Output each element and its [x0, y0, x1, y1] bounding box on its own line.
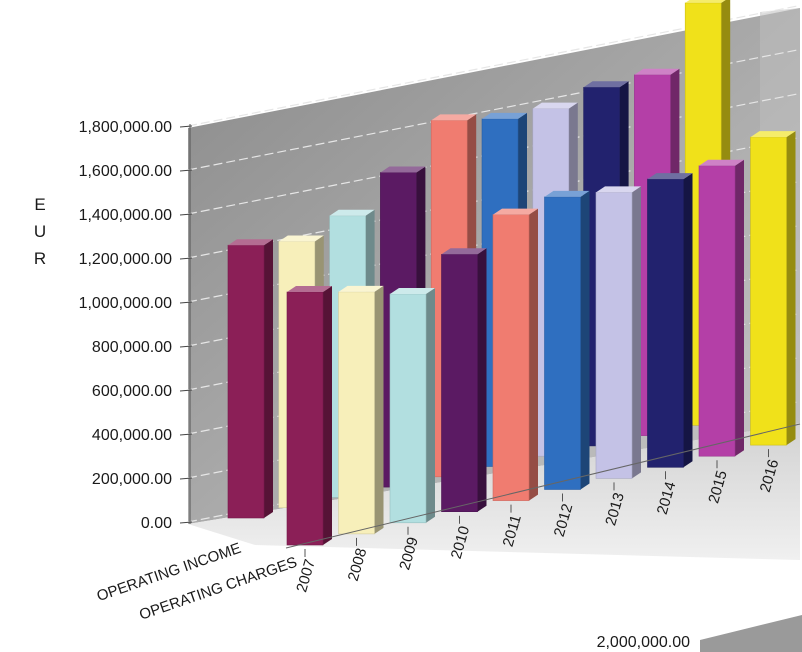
bar-side	[426, 288, 435, 523]
bar-top	[287, 286, 332, 292]
y-tick-label: 800,000.00	[92, 339, 172, 356]
bar-income	[227, 239, 273, 519]
bar-top	[596, 186, 641, 193]
bar-front	[698, 165, 736, 457]
bar-front	[750, 136, 787, 446]
bar-top	[338, 285, 384, 292]
bar-top	[647, 173, 693, 180]
y-tick-label: 200,000.00	[92, 471, 172, 488]
bar-charges	[647, 173, 693, 468]
bar-top	[493, 208, 538, 215]
bar-top	[544, 190, 590, 197]
y-axis-title-letter: U	[34, 222, 46, 241]
y-axis-title-letter: R	[34, 249, 46, 268]
x-axis-line	[285, 423, 801, 549]
bar-front	[227, 244, 265, 519]
y-tick-label: 1,200,000.00	[79, 251, 173, 268]
bar-side	[580, 190, 590, 490]
bar-top	[431, 114, 477, 121]
bar-side	[683, 173, 693, 468]
bar-top	[583, 81, 629, 88]
bar-front	[441, 254, 478, 512]
bar-top	[278, 235, 324, 242]
y-axis: 0.00 200,000.00 400,000.00 600,000.00 800,00…	[79, 119, 193, 532]
second-chart-fragment: 2,000,000.00	[597, 615, 802, 652]
bar-side	[374, 285, 384, 534]
bar-charges	[492, 208, 538, 501]
x-tick-label: 2007	[293, 557, 319, 594]
y-axis-title: EUR	[34, 195, 46, 268]
bar-top	[482, 112, 527, 119]
bar-side	[323, 286, 332, 545]
y-tick-label: 600,000.00	[92, 383, 172, 400]
bar-front	[595, 192, 633, 479]
bar-side	[735, 159, 744, 457]
y-axis-title-letter: E	[34, 195, 45, 214]
bar-top	[441, 248, 487, 255]
bar-top	[329, 209, 375, 216]
bar-charges	[698, 159, 744, 457]
bar-charges	[595, 186, 641, 479]
bar-top	[390, 288, 435, 294]
bar-charges	[338, 285, 384, 535]
bar-charges	[441, 248, 487, 512]
bar-charges	[389, 288, 435, 524]
bar-charges	[750, 131, 796, 446]
bar-side	[632, 186, 641, 479]
bar-front	[647, 178, 684, 468]
bar-top	[685, 0, 726, 3]
bar-side	[786, 131, 796, 446]
y-tick-label: 1,600,000.00	[79, 163, 173, 180]
y-tick-label: 1,400,000.00	[79, 207, 173, 224]
bar-front	[286, 291, 324, 546]
bar-side	[264, 239, 273, 518]
y-tick-label: 1,800,000.00	[79, 119, 173, 136]
bar-charges	[286, 286, 332, 546]
bar-top	[750, 131, 796, 138]
bar-front	[338, 291, 375, 535]
y-tick-label: 400,000.00	[92, 427, 172, 444]
bar-top	[228, 239, 273, 246]
bar-front	[492, 214, 530, 501]
bar-charges	[544, 190, 590, 490]
bar-side	[477, 248, 487, 512]
second-chart-wall	[700, 615, 802, 652]
bar-top	[699, 159, 744, 166]
bar-front	[544, 196, 581, 490]
second-chart-tick-label: 2,000,000.00	[597, 634, 691, 651]
bar-side	[529, 208, 538, 501]
bar-front	[389, 293, 427, 524]
bars	[227, 0, 796, 546]
bar-top	[380, 166, 426, 173]
bar-top	[532, 102, 578, 109]
y-tick-label: 0.00	[141, 515, 172, 532]
bar-top	[634, 68, 680, 75]
y-tick-label: 1,000,000.00	[79, 295, 173, 312]
x-tick-label: 2008	[345, 546, 371, 583]
